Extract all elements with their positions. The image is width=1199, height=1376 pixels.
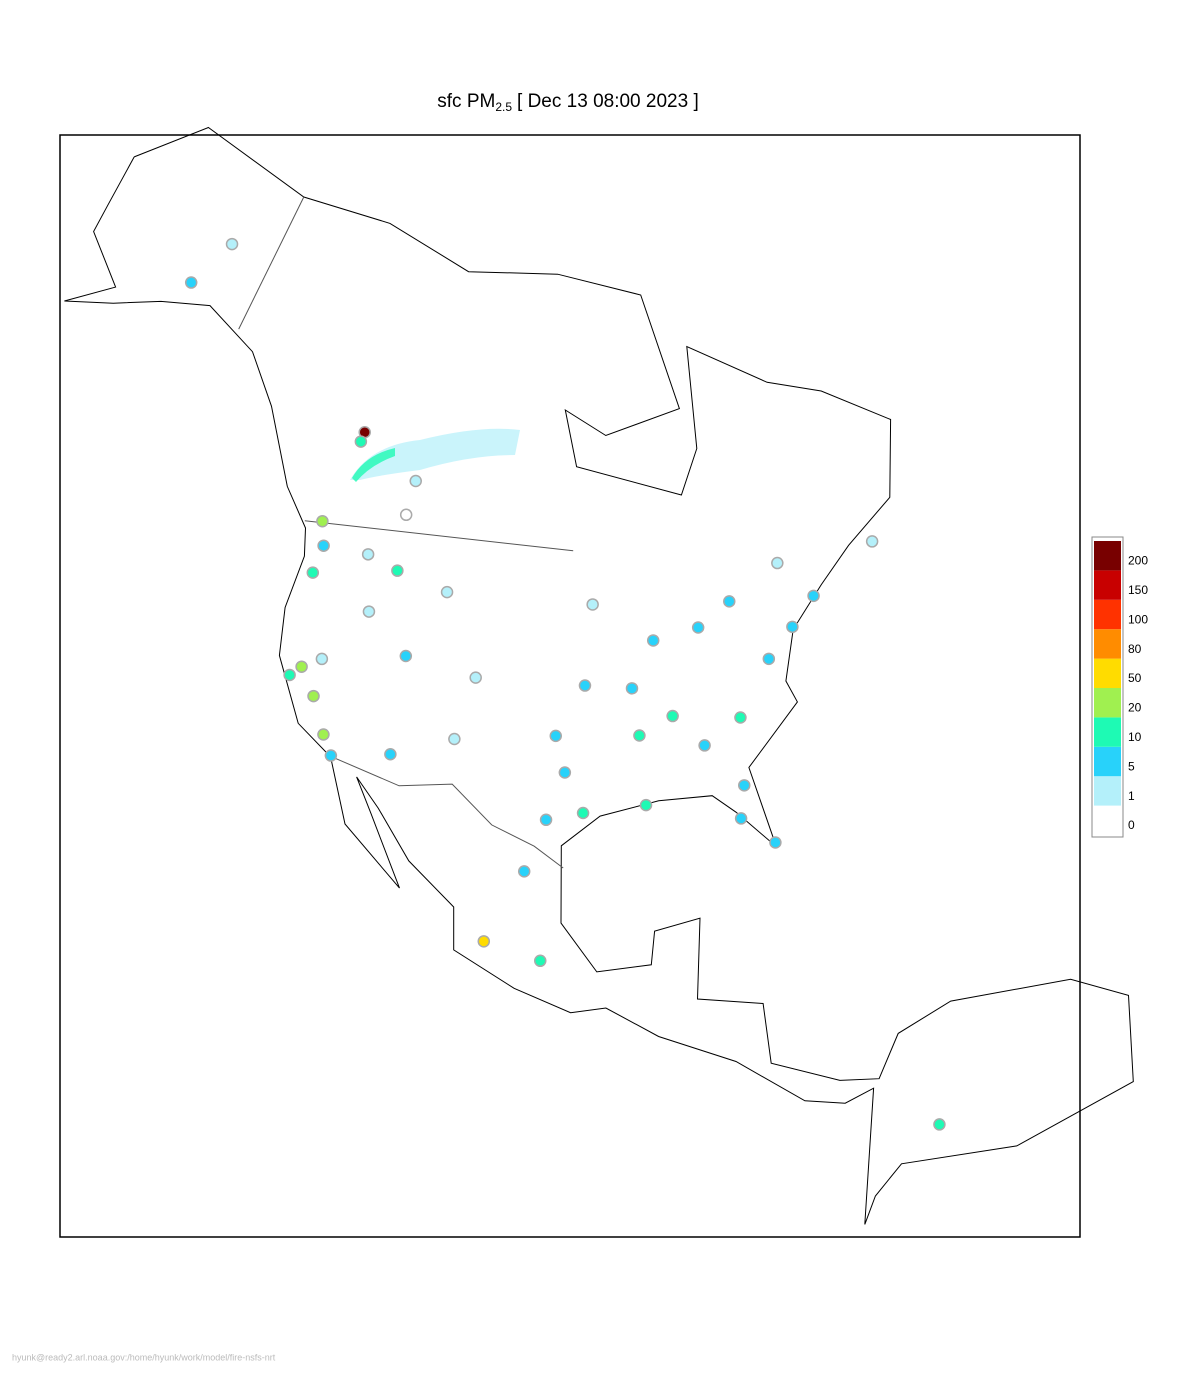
station [578, 679, 592, 692]
station [399, 508, 413, 522]
land-outline [64, 126, 1134, 1225]
station [307, 689, 320, 703]
station [315, 652, 329, 666]
station [317, 539, 330, 552]
station [734, 711, 747, 724]
station [549, 729, 563, 743]
legend-swatch [1094, 570, 1121, 600]
border [332, 756, 564, 869]
legend-swatch [1094, 688, 1121, 718]
station [786, 620, 799, 634]
footer: hyunk@ready2.arl.noaa.gov:/home/hyunk/wo… [12, 1352, 276, 1362]
station [734, 812, 748, 825]
station [539, 813, 553, 827]
station [517, 865, 531, 878]
legend-label: 100 [1128, 612, 1148, 626]
station [391, 564, 404, 577]
legend-label: 0 [1128, 818, 1135, 832]
legend-swatch [1094, 717, 1121, 747]
station [324, 749, 338, 762]
stations [184, 237, 946, 1131]
legend-swatch [1094, 629, 1121, 659]
station [558, 766, 572, 779]
station [723, 595, 736, 608]
station [625, 682, 639, 695]
station [295, 660, 308, 673]
legend-frame [1091, 536, 1124, 838]
station [362, 605, 376, 618]
legend-swatch [1094, 805, 1121, 835]
station [639, 798, 653, 812]
station [586, 598, 599, 611]
title-prefix: sfc PM [437, 91, 495, 112]
station [807, 589, 820, 603]
station [666, 709, 679, 723]
station [440, 585, 454, 599]
station [769, 836, 782, 849]
smoke-plume [350, 428, 520, 482]
station [384, 748, 397, 761]
station [771, 556, 784, 570]
station [354, 435, 368, 448]
station [933, 1118, 946, 1131]
station [698, 739, 711, 752]
legend-label: 5 [1128, 759, 1135, 773]
border [238, 196, 305, 330]
title-subscript: 2.5 [495, 100, 512, 114]
legend-label: 50 [1128, 671, 1142, 685]
legend-swatch [1094, 658, 1121, 688]
title-suffix: [ Dec 13 08:00 2023 ] [517, 91, 699, 112]
station [738, 779, 751, 792]
station [448, 732, 461, 746]
station [534, 954, 547, 968]
legend-label: 20 [1128, 701, 1142, 715]
station [477, 935, 491, 948]
legend-swatch [1094, 746, 1121, 777]
station [691, 621, 705, 634]
legend-swatch [1094, 776, 1121, 806]
station [283, 668, 296, 682]
border [304, 520, 574, 552]
map-title: sfc PM2.5 [ Dec 13 08:00 2023 ] [437, 91, 698, 114]
station [361, 548, 375, 561]
legend-swatch [1094, 541, 1121, 571]
station [762, 652, 776, 666]
station [306, 566, 320, 579]
station [865, 535, 879, 548]
station [469, 671, 482, 684]
station [633, 729, 646, 742]
legend-label: 10 [1128, 730, 1142, 744]
legend-swatch [1094, 599, 1121, 630]
legend: 0 1 5 10 20 50 80 100 150 200 [1091, 536, 1148, 838]
station [576, 806, 590, 820]
legend-label: 80 [1128, 642, 1142, 656]
legend-label: 1 [1128, 789, 1135, 803]
station [399, 649, 413, 663]
station [317, 728, 330, 741]
station [646, 634, 660, 647]
station [409, 474, 422, 488]
station [184, 276, 198, 289]
station [316, 514, 329, 528]
station [225, 237, 239, 251]
legend-label: 200 [1128, 554, 1148, 568]
coastline [64, 126, 1134, 1225]
legend-label: 150 [1128, 583, 1148, 597]
map-frame [59, 134, 1081, 1238]
